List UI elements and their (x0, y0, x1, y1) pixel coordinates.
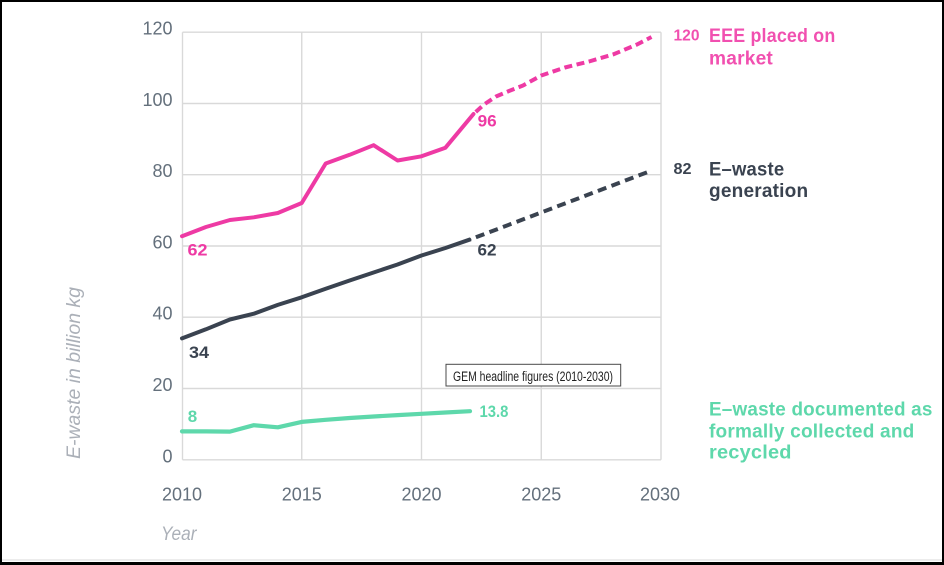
svg-text:E–waste documented as: E–waste documented as (709, 399, 933, 421)
svg-text:E-waste in billion kg: E-waste in billion kg (64, 287, 85, 459)
svg-text:2010: 2010 (162, 485, 202, 505)
svg-text:100: 100 (142, 90, 172, 110)
svg-text:60: 60 (152, 233, 172, 253)
svg-text:formally collected and: formally collected and (709, 421, 915, 443)
svg-text:62: 62 (188, 241, 208, 260)
svg-text:2015: 2015 (282, 485, 322, 505)
svg-text:8: 8 (188, 407, 197, 426)
svg-text:120: 120 (142, 19, 172, 39)
svg-text:market: market (709, 47, 773, 69)
svg-text:recycled: recycled (709, 441, 792, 463)
svg-text:62: 62 (478, 241, 497, 260)
svg-text:120: 120 (674, 28, 700, 45)
svg-text:80: 80 (152, 161, 172, 181)
svg-text:40: 40 (152, 304, 172, 324)
svg-text:0: 0 (162, 446, 172, 466)
svg-text:EEE placed on: EEE placed on (709, 25, 836, 47)
svg-text:2020: 2020 (401, 485, 441, 505)
svg-text:GEM headline figures (2010-203: GEM headline figures (2010-2030) (453, 369, 613, 384)
svg-text:20: 20 (152, 375, 172, 395)
svg-text:96: 96 (478, 112, 497, 131)
svg-text:Year: Year (161, 524, 197, 545)
svg-text:generation: generation (709, 180, 808, 202)
svg-text:2025: 2025 (521, 485, 561, 505)
svg-text:E–waste: E–waste (709, 159, 784, 181)
svg-text:34: 34 (189, 343, 210, 362)
svg-text:2030: 2030 (640, 485, 680, 505)
svg-text:82: 82 (674, 161, 692, 178)
svg-text:13.8: 13.8 (480, 402, 509, 421)
